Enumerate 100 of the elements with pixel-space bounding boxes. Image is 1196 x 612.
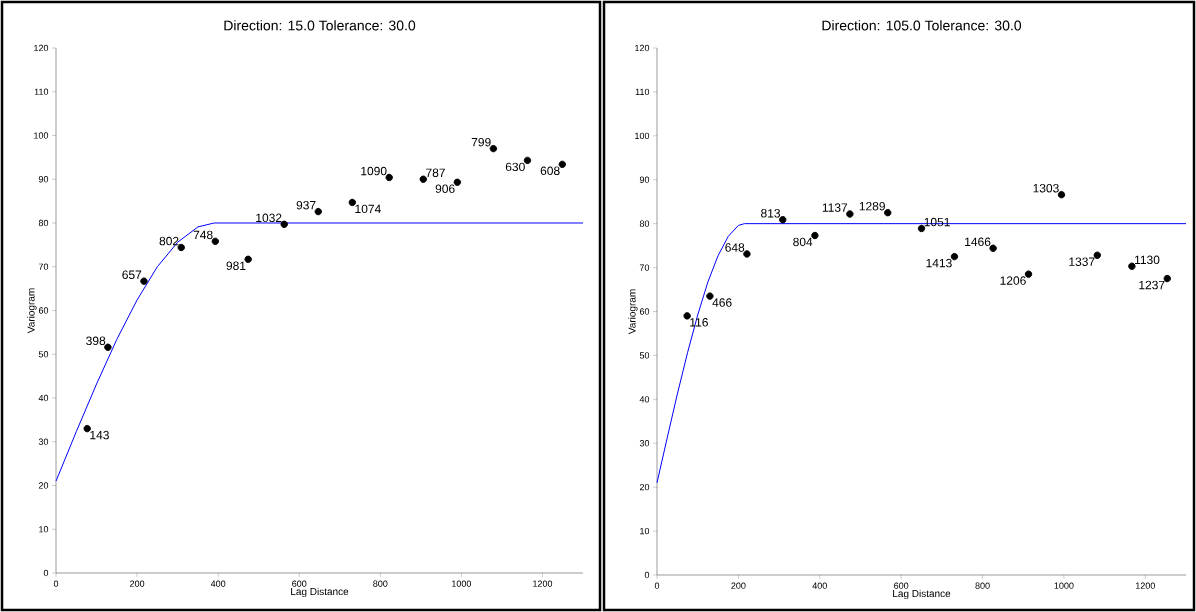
- point: [314, 207, 322, 216]
- x-tick-label: 800: [975, 582, 990, 589]
- y-tick-label: 60: [639, 308, 650, 315]
- y-tick-label: 110: [34, 88, 49, 95]
- y-tick-label: 20: [38, 482, 49, 489]
- annotation: 799: [471, 137, 491, 147]
- point: [743, 250, 751, 258]
- y-tick-label: 50: [639, 352, 650, 359]
- y-tick-label: 40: [38, 394, 49, 402]
- point: [1024, 270, 1033, 278]
- annotation: 1090: [361, 166, 387, 176]
- point: [779, 216, 787, 224]
- y-tick-label: 0: [43, 569, 49, 577]
- annotation: 1337: [1069, 257, 1095, 266]
- y-tick-label: 20: [639, 483, 650, 491]
- y-tick-label: 80: [639, 220, 650, 227]
- annotation: 1032: [256, 213, 282, 223]
- point: [348, 198, 357, 207]
- x-tick-label: 600: [894, 582, 909, 589]
- point: [989, 244, 997, 252]
- line-series: [55, 222, 584, 482]
- x-tick-label: 1200: [533, 580, 553, 587]
- y-tick-label: 50: [38, 351, 49, 358]
- y-tick-label: 70: [38, 263, 49, 270]
- annotation: 1413: [926, 258, 952, 268]
- point: [104, 343, 112, 351]
- point: [1057, 190, 1066, 199]
- y-tick-label: 10: [640, 527, 650, 535]
- annotation: 143: [90, 430, 109, 440]
- y-tick-label: 100: [34, 132, 49, 139]
- chart-title: Direction: 105.0 Tolerance: 30.0: [822, 20, 1022, 31]
- point: [140, 277, 148, 285]
- x-tick-label: 1200: [1135, 582, 1155, 589]
- y-tick-label: 120: [34, 44, 49, 52]
- x-axis-title: Lag Distance: [291, 587, 349, 598]
- point: [558, 160, 567, 169]
- point: [177, 243, 185, 252]
- y-tick-label: 90: [639, 176, 650, 183]
- point: [846, 210, 854, 218]
- y-tick-label: 30: [38, 438, 49, 445]
- point: [453, 178, 462, 186]
- y-tick-label: 60: [38, 307, 49, 314]
- annotation: 906: [435, 184, 455, 193]
- annotation: 608: [540, 166, 560, 176]
- annotation: 981: [226, 261, 246, 270]
- annotation: 398: [86, 336, 106, 346]
- y-tick-label: 80: [38, 219, 49, 227]
- point: [489, 144, 498, 153]
- y-axis-title: Variogram: [27, 288, 37, 334]
- annotation: 466: [712, 298, 732, 307]
- x-tick-label: 800: [373, 580, 388, 587]
- point: [244, 255, 252, 263]
- annotation: 1206: [1000, 276, 1026, 285]
- annotation: 1237: [1139, 280, 1165, 290]
- y-axis-title: Variogram: [628, 289, 638, 335]
- x-tick-label: 0: [53, 580, 59, 587]
- point: [811, 231, 819, 240]
- point: [706, 292, 714, 300]
- annotation: 1130: [1134, 255, 1160, 265]
- annotation: 804: [793, 237, 813, 247]
- annotation: 630: [505, 162, 525, 172]
- annotation: 1303: [1033, 183, 1059, 193]
- annotation: 787: [426, 168, 445, 178]
- y-tick-label: 100: [635, 132, 650, 140]
- y-tick-label: 40: [639, 396, 650, 403]
- y-tick-label: 120: [635, 44, 650, 52]
- point: [884, 208, 892, 217]
- annotation: 648: [725, 243, 745, 252]
- point: [1128, 262, 1136, 270]
- point: [419, 175, 427, 183]
- x-tick-label: 600: [292, 580, 307, 587]
- annotation: 802: [159, 236, 179, 246]
- x-tick-label: 400: [812, 582, 827, 589]
- annotation: 1074: [355, 204, 381, 214]
- annotation: 1466: [965, 237, 991, 247]
- x-axis-title: Lag Distance: [893, 589, 951, 600]
- point: [211, 237, 220, 246]
- chart-title: Direction: 15.0 Tolerance: 30.0: [224, 20, 416, 31]
- y-tick-label: 30: [639, 440, 650, 447]
- annotation: 1137: [822, 203, 848, 212]
- point: [1093, 251, 1101, 259]
- x-tick-label: 400: [210, 580, 226, 587]
- annotation: 813: [761, 209, 781, 218]
- x-tick-label: 0: [654, 582, 660, 589]
- point: [917, 224, 926, 233]
- annotation: 1289: [859, 201, 885, 211]
- x-tick-label: 1000: [452, 580, 472, 587]
- point: [280, 220, 288, 228]
- x-tick-label: 1000: [1054, 582, 1074, 589]
- annotation: 657: [122, 270, 142, 279]
- y-tick-label: 90: [38, 176, 49, 183]
- point: [523, 156, 532, 165]
- point: [83, 424, 91, 433]
- point: [950, 252, 959, 261]
- y-tick-label: 0: [644, 571, 650, 579]
- x-tick-label: 200: [130, 580, 145, 587]
- point: [683, 312, 691, 320]
- y-tick-label: 10: [39, 526, 49, 533]
- y-tick-label: 110: [635, 88, 650, 96]
- point: [385, 173, 393, 182]
